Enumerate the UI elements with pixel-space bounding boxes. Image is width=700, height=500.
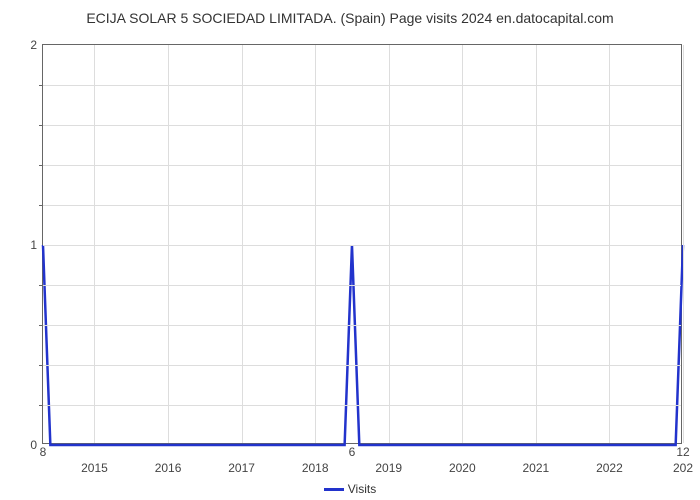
- grid-line-h-minor: [43, 325, 681, 326]
- secondary-x-label: 12: [676, 445, 689, 459]
- grid-line-h-minor: [43, 205, 681, 206]
- x-tick-label: 2022: [596, 461, 623, 475]
- y-minor-tick: [39, 205, 43, 206]
- y-minor-tick: [39, 325, 43, 326]
- y-minor-tick: [39, 405, 43, 406]
- grid-line-h-minor: [43, 125, 681, 126]
- y-minor-tick: [39, 285, 43, 286]
- visits-chart: ECIJA SOLAR 5 SOCIEDAD LIMITADA. (Spain)…: [0, 10, 700, 500]
- x-tick-label: 2018: [302, 461, 329, 475]
- y-minor-tick: [39, 125, 43, 126]
- y-tick-label: 1: [30, 238, 37, 252]
- grid-line-v: [609, 45, 610, 443]
- grid-line-h-minor: [43, 285, 681, 286]
- chart-legend: Visits: [0, 482, 700, 496]
- x-tick-label: 202: [673, 461, 693, 475]
- y-tick-label: 0: [30, 438, 37, 452]
- x-tick-label: 2021: [523, 461, 550, 475]
- x-tick-label: 2017: [228, 461, 255, 475]
- y-minor-tick: [39, 85, 43, 86]
- y-tick-label: 2: [30, 38, 37, 52]
- chart-title: ECIJA SOLAR 5 SOCIEDAD LIMITADA. (Spain)…: [0, 10, 700, 26]
- y-minor-tick: [39, 165, 43, 166]
- legend-label: Visits: [348, 482, 376, 496]
- grid-line-v: [94, 45, 95, 443]
- x-tick-label: 2019: [375, 461, 402, 475]
- x-tick-label: 2016: [155, 461, 182, 475]
- grid-line-h-minor: [43, 405, 681, 406]
- plot-area: 2015201620172018201920202021202220201286…: [42, 44, 682, 444]
- secondary-x-label: 8: [40, 445, 47, 459]
- grid-line-v: [389, 45, 390, 443]
- grid-line-v: [242, 45, 243, 443]
- legend-swatch: [324, 488, 344, 491]
- grid-line-v: [168, 45, 169, 443]
- grid-line-v: [536, 45, 537, 443]
- grid-line-v: [683, 45, 684, 443]
- grid-line-h-minor: [43, 365, 681, 366]
- grid-line-h-minor: [43, 165, 681, 166]
- secondary-x-label: 6: [349, 445, 356, 459]
- y-minor-tick: [39, 365, 43, 366]
- grid-line-h: [43, 245, 681, 246]
- x-tick-label: 2015: [81, 461, 108, 475]
- x-tick-label: 2020: [449, 461, 476, 475]
- grid-line-v: [462, 45, 463, 443]
- grid-line-v: [315, 45, 316, 443]
- grid-line-h-minor: [43, 85, 681, 86]
- series-line: [43, 245, 683, 445]
